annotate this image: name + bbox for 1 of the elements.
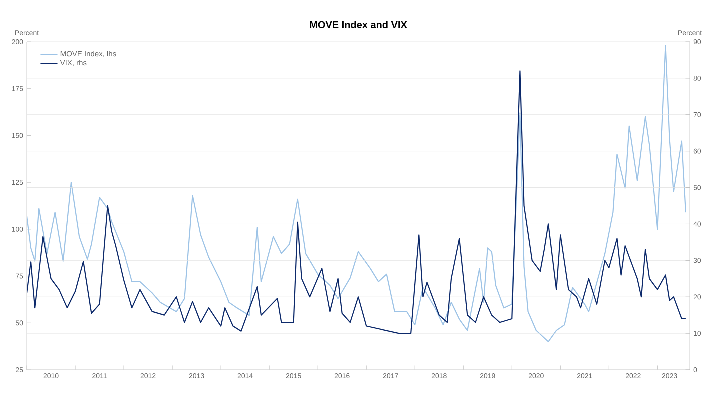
chart-title: MOVE Index and VIX <box>310 21 408 28</box>
